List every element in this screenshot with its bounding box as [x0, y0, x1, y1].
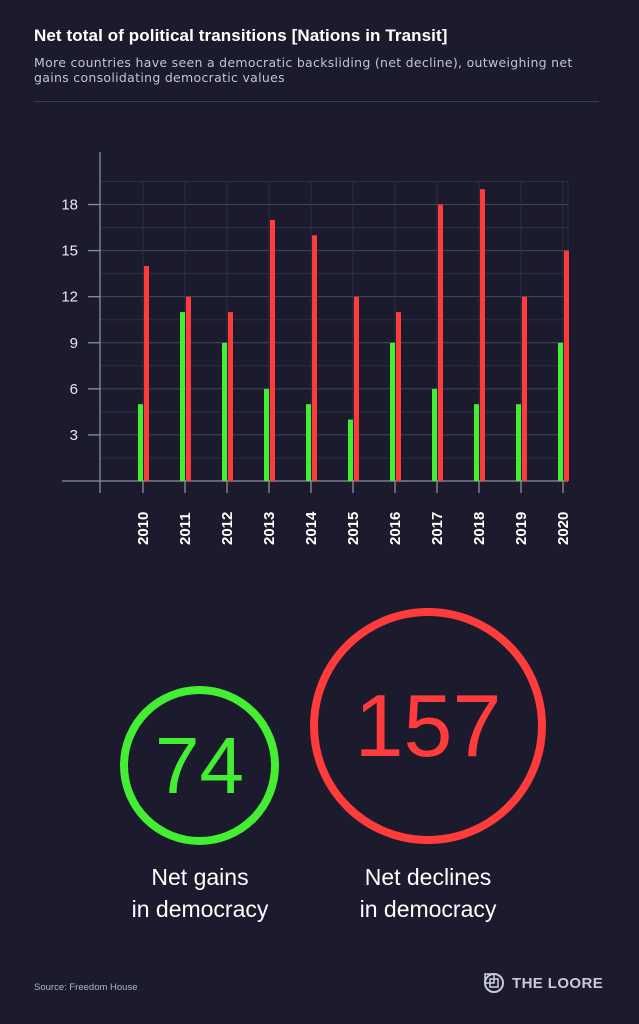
bar-net-declines	[354, 296, 359, 481]
chart-subtitle: More countries have seen a democratic ba…	[34, 55, 573, 85]
bar-net-declines	[186, 296, 191, 481]
bar-net-gains	[138, 404, 143, 481]
brand-name: THE LOORE	[512, 974, 604, 992]
bar-net-declines	[228, 312, 233, 481]
bar-net-declines	[396, 312, 401, 481]
header-divider	[34, 101, 599, 102]
net-declines-value: 157	[354, 676, 502, 775]
bar-net-gains	[264, 388, 269, 481]
bar-net-declines	[312, 235, 317, 481]
net-gains-value: 74	[155, 720, 244, 810]
loore-logo-icon	[484, 973, 504, 993]
y-tick-label: 15	[61, 243, 78, 260]
bar-net-declines	[144, 265, 149, 481]
x-tick-label: 2019	[513, 512, 530, 545]
y-tick-label: 3	[70, 427, 78, 444]
y-tick-label: 12	[61, 289, 78, 306]
net-gains-circle: 74	[120, 686, 279, 845]
x-tick-label: 2010	[135, 512, 152, 545]
x-tick-label: 2020	[555, 512, 572, 545]
y-tick-label: 18	[61, 197, 78, 214]
bar-net-declines	[564, 250, 569, 481]
bar-net-gains	[432, 388, 437, 481]
x-tick-label: 2011	[177, 512, 194, 545]
x-tick-label: 2013	[261, 512, 278, 545]
bar-net-gains	[516, 404, 521, 481]
bar-net-gains	[390, 342, 395, 481]
bar-net-gains	[474, 404, 479, 481]
x-tick-label: 2017	[429, 512, 446, 545]
bar-net-gains	[180, 312, 185, 481]
brand-logo: THE LOORE	[483, 972, 603, 994]
y-tick-label: 9	[70, 335, 78, 352]
net-declines-circle: 157	[310, 608, 546, 844]
bar-net-declines	[270, 219, 275, 481]
net-declines-caption-line1: Net declines	[364, 864, 492, 890]
net-gains-caption-line1: Net gains	[151, 864, 249, 890]
chart-title: Net total of political transitions [Nati…	[34, 26, 448, 45]
x-tick-label: 2016	[387, 512, 404, 545]
x-tick-label: 2014	[303, 511, 320, 545]
bar-net-gains	[348, 419, 353, 481]
bar-net-declines	[438, 204, 443, 481]
net-declines-caption: Net declines in democracy	[328, 861, 528, 925]
bar-net-declines	[522, 296, 527, 481]
bar-net-gains	[222, 342, 227, 481]
bar-net-gains	[306, 404, 311, 481]
x-tick-label: 2012	[219, 512, 236, 545]
x-tick-label: 2015	[345, 512, 362, 545]
bar-net-gains	[558, 342, 563, 481]
y-tick-label: 6	[70, 381, 78, 398]
bar-net-declines	[480, 189, 485, 481]
net-gains-caption: Net gains in democracy	[100, 861, 300, 925]
x-tick-label: 2018	[471, 512, 488, 545]
net-declines-caption-line2: in democracy	[359, 896, 497, 922]
net-gains-caption-line2: in democracy	[131, 896, 269, 922]
bar-chart: 3 6 9 12 15 18 2010 2011 2012 2013 2014 2015 2016 201…	[61, 152, 572, 545]
source-note: Source: Freedom House	[34, 982, 138, 993]
